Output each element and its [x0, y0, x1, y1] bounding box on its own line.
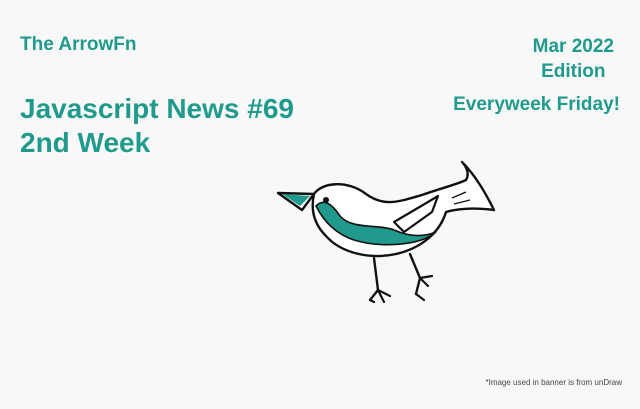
newsletter-title: Javascript News #69 2nd Week [20, 92, 294, 160]
edition-label: Mar 2022 Edition [533, 34, 614, 84]
title-line-1: Javascript News #69 [20, 93, 294, 124]
bird-foot-right [414, 274, 434, 302]
edition-date: Mar 2022 [532, 36, 614, 57]
bird-illustration-icon [276, 160, 496, 304]
brand-name: The ArrowFn [20, 34, 137, 55]
image-credit: *Image used in banner is from unDraw [485, 378, 622, 387]
bird-tail-line-2 [453, 199, 471, 205]
bird-wing [392, 194, 440, 234]
bird-leg-left [368, 256, 380, 302]
title-line-2: 2nd Week [20, 127, 151, 158]
publish-schedule: Everyweek Friday! [453, 94, 620, 115]
bird-eye [323, 197, 329, 203]
bird-beak-fill [282, 194, 310, 206]
bird-foot-left [368, 288, 392, 304]
edition-word: Edition [541, 61, 606, 82]
bird-tail-line-1 [451, 191, 467, 199]
bird-stripe [315, 201, 437, 246]
bird-leg-right [408, 252, 422, 296]
